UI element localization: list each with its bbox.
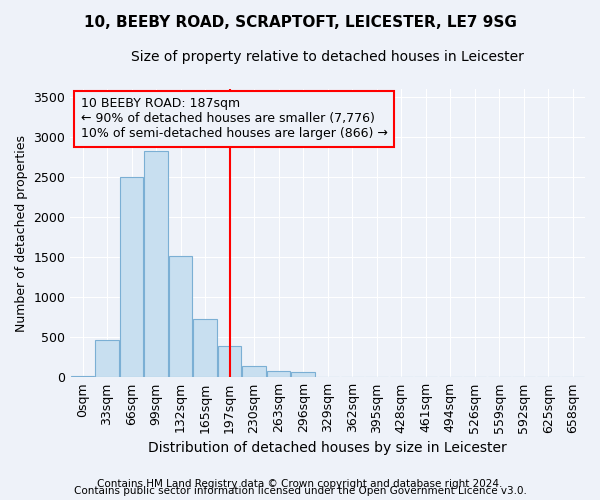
Text: Contains public sector information licensed under the Open Government Licence v3: Contains public sector information licen… (74, 486, 526, 496)
Title: Size of property relative to detached houses in Leicester: Size of property relative to detached ho… (131, 50, 524, 64)
Bar (242, 366, 266, 378)
Bar (267, 372, 290, 378)
Y-axis label: Number of detached properties: Number of detached properties (15, 134, 28, 332)
Text: 10 BEEBY ROAD: 187sqm
← 90% of detached houses are smaller (7,776)
10% of semi-d: 10 BEEBY ROAD: 187sqm ← 90% of detached … (80, 98, 388, 140)
Bar (193, 319, 217, 378)
Bar (169, 256, 192, 378)
Bar (218, 346, 241, 378)
Bar (95, 340, 119, 378)
Bar (120, 177, 143, 378)
X-axis label: Distribution of detached houses by size in Leicester: Distribution of detached houses by size … (148, 441, 507, 455)
Bar (71, 376, 94, 378)
Text: 10, BEEBY ROAD, SCRAPTOFT, LEICESTER, LE7 9SG: 10, BEEBY ROAD, SCRAPTOFT, LEICESTER, LE… (83, 15, 517, 30)
Text: Contains HM Land Registry data © Crown copyright and database right 2024.: Contains HM Land Registry data © Crown c… (97, 479, 503, 489)
Bar (292, 372, 315, 378)
Bar (145, 152, 168, 378)
